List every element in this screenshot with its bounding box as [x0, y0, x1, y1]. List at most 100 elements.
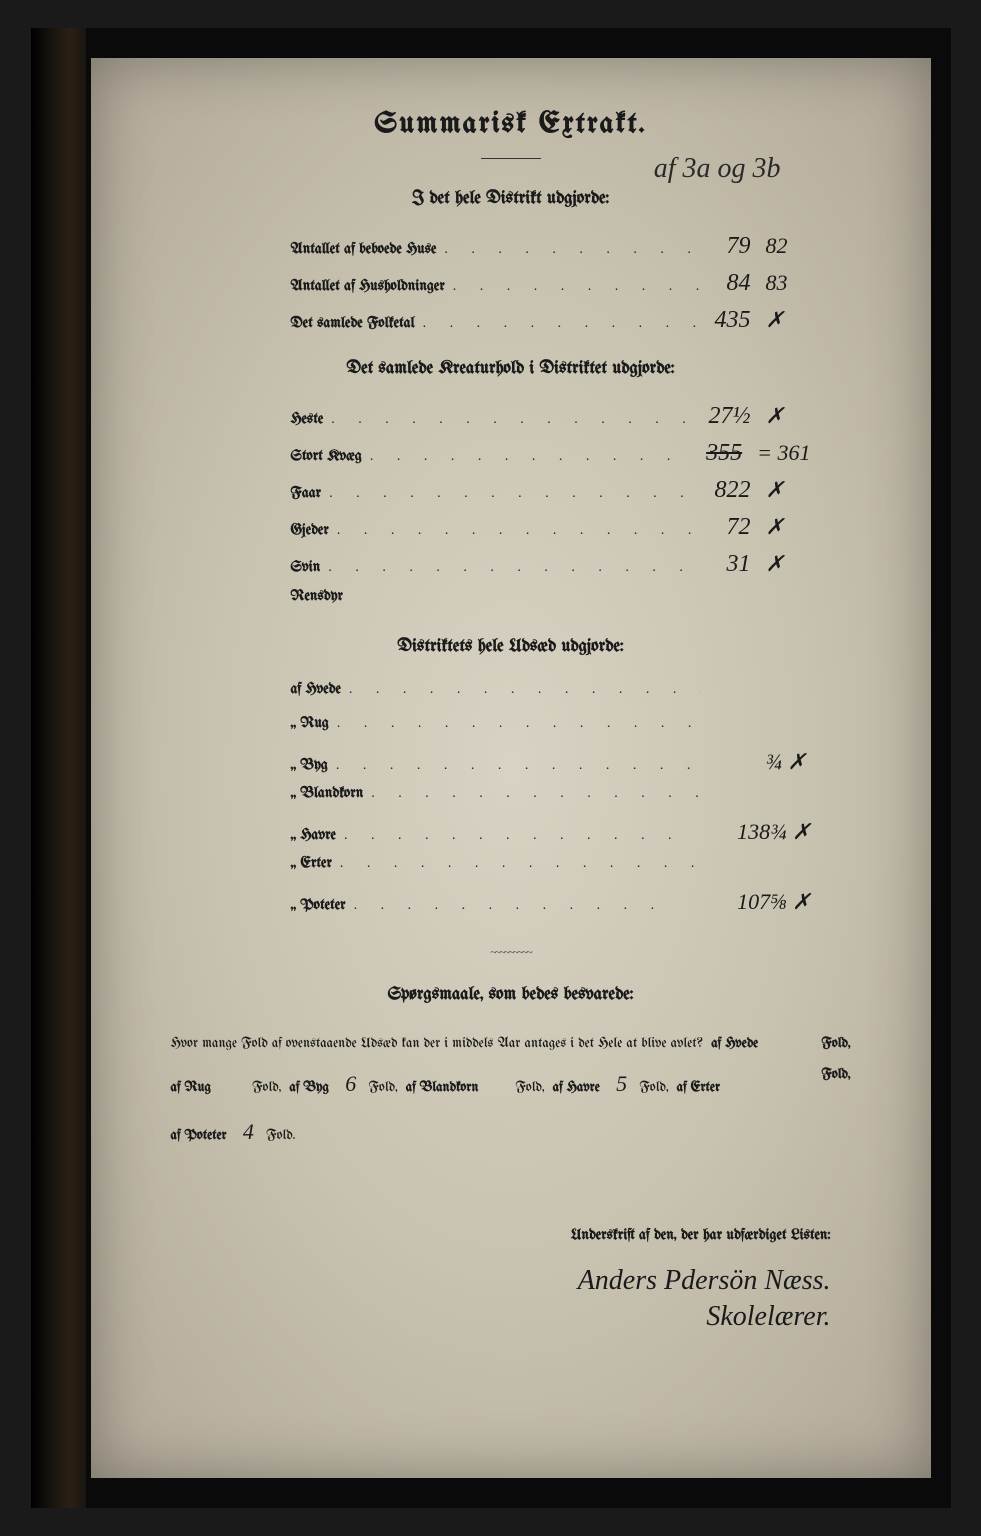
row-goats: Gjeder . . . . . . . . . . . . . . 72 ✗ [291, 514, 811, 541]
section3-data: af Hvede . . . . . . . . . . . . . . „ R… [151, 681, 871, 915]
row-label: Det samlede Folketal [291, 315, 415, 331]
row-label: „ Havre [291, 827, 336, 843]
row-value: 79 [701, 233, 751, 260]
row-label: Heste [291, 411, 324, 427]
row-value2: ✗ [751, 307, 811, 333]
row-value: 27½ [701, 403, 751, 430]
row-value: 355 [692, 440, 742, 467]
document-title: Summarisk Extrakt. [151, 108, 871, 140]
row-value: 822 [701, 477, 751, 504]
scan-frame: Summarisk Extrakt. af 3a og 3b I det hel… [31, 28, 951, 1508]
q-fold-end: Fold. [266, 1128, 295, 1143]
row-label: „ Blandkorn [291, 785, 364, 801]
signature-section: Underskrift af den, der har udfærdiget L… [151, 1227, 871, 1336]
q-blandkorn: af Blandkorn [406, 1080, 479, 1095]
row-label: „ Poteter [291, 897, 346, 913]
row-label: Svin [291, 559, 321, 575]
row-value2: ✗ [751, 403, 811, 429]
leader-dots: . . . . . . . . . . . . . . [323, 412, 700, 428]
row-reindeer: Rensdyr [291, 588, 811, 612]
q-poteter: af Poteter [171, 1128, 227, 1143]
row-value2: ¾ ✗ [751, 749, 811, 775]
q-fold: Fold, [252, 1080, 281, 1095]
q-fold: Fold, [821, 1029, 850, 1060]
leader-dots: . . . . . . . . . . . . . . . [328, 758, 701, 774]
section1-heading: I det hele Distrikt udgjorde: [151, 189, 871, 208]
q-erter: af Erter [677, 1080, 720, 1095]
row-value: 84 [701, 270, 751, 297]
row-wheat: af Hvede . . . . . . . . . . . . . . [291, 681, 811, 705]
top-annotation: af 3a og 3b [654, 153, 781, 185]
row-value2: ✗ [751, 551, 811, 577]
row-value2: 138¾ ✗ [722, 819, 810, 845]
q-fold: Fold, [515, 1080, 544, 1095]
signature-label: Underskrift af den, der har udfærdiget L… [151, 1227, 831, 1243]
row-label: Faar [291, 485, 322, 501]
row-value: 435 [701, 307, 751, 334]
row-label: Rensdyr [291, 588, 343, 604]
q-fold: Fold, [368, 1080, 397, 1095]
q-rug: af Rug [171, 1080, 212, 1095]
row-horses: Heste . . . . . . . . . . . . . . 27½ ✗ [291, 403, 811, 430]
row-label: af Hvede [291, 681, 341, 697]
q-hvede: af Hvede [711, 1036, 758, 1051]
leader-dots: . . . . . . . . . . . . . . [346, 898, 672, 914]
leader-dots: . . . . . . . . . . . . . [363, 786, 700, 802]
row-value2: 83 [751, 270, 811, 296]
row-value2: 107⅝ ✗ [722, 889, 810, 915]
q-poteter-value: 4 [239, 1119, 258, 1144]
q-havre-value: 5 [612, 1071, 631, 1096]
leader-dots: . . . . . . . . . . . . . . [329, 523, 701, 539]
row-oats: „ Havre . . . . . . . . . . . . . . 138¾… [291, 819, 811, 845]
leader-dots: . . . . . . . . . . . . [415, 316, 701, 332]
leader-dots: . . . . . . . . . . . . . . . [321, 486, 700, 502]
row-value2: ✗ [751, 514, 811, 540]
row-cattle: Stort Kvæg . . . . . . . . . . . . . 355… [291, 440, 811, 467]
row-rye: „ Rug . . . . . . . . . . . . . . . [291, 715, 811, 739]
row-label: Antallet af Husholdninger [291, 278, 445, 294]
row-label: Gjeder [291, 522, 329, 538]
leader-dots: . . . . . . . . . . [445, 279, 701, 295]
leader-dots: . . . . . . . . . . . . . . [336, 828, 672, 844]
row-label: Antallet af beboede Huse [291, 241, 437, 257]
leader-dots: . . . . . . . . . . . . . . . [329, 716, 701, 732]
leader-dots: . . . . . . . . . . . . . . . [332, 856, 701, 872]
row-value: 72 [701, 514, 751, 541]
row-barley: „ Byg . . . . . . . . . . . . . . . ¾ ✗ [291, 749, 811, 775]
q-fold: Fold, [821, 1060, 850, 1091]
section3-heading: Distriktets hele Udsæd udgjorde: [151, 637, 871, 656]
row-value: 31 [701, 551, 751, 578]
leader-dots: . . . . . . . . . . . . . [362, 449, 692, 465]
row-value2: 82 [751, 233, 811, 259]
q-byg: af Byg [289, 1080, 329, 1095]
row-households: Antallet af Husholdninger . . . . . . . … [291, 270, 811, 297]
section2-data: Heste . . . . . . . . . . . . . . 27½ ✗ … [151, 403, 871, 612]
question-line-2: af Rug Fold, af Byg 6 Fold, af Blandkorn… [171, 1060, 851, 1108]
wavy-divider: ~~~~~~~~~ [151, 945, 871, 960]
row-label: „ Byg [291, 757, 328, 773]
section1-data: Antallet af beboede Huse . . . . . . . .… [151, 233, 871, 334]
leader-dots: . . . . . . . . . . . . . . . [320, 560, 700, 576]
question-line-3: af Poteter 4 Fold. [171, 1108, 851, 1156]
row-pigs: Svin . . . . . . . . . . . . . . . 31 ✗ [291, 551, 811, 578]
book-binding [31, 28, 86, 1508]
row-peas: „ Erter . . . . . . . . . . . . . . . [291, 855, 811, 879]
row-value2: ✗ [751, 477, 811, 503]
row-potatoes: „ Poteter . . . . . . . . . . . . . . 10… [291, 889, 811, 915]
row-label: Stort Kvæg [291, 448, 362, 464]
leader-dots: . . . . . . . . . . . . . . [341, 682, 701, 698]
signature-name: Anders Pdersön Næss. [151, 1263, 831, 1299]
signature-title: Skolelærer. [151, 1299, 831, 1335]
q-havre: af Havre [553, 1080, 600, 1095]
row-value2: = 361 [742, 440, 810, 466]
q-byg-value: 6 [341, 1071, 360, 1096]
q-fold: Fold, [639, 1080, 668, 1095]
row-label: „ Rug [291, 715, 329, 731]
row-label: „ Erter [291, 855, 332, 871]
document-page: Summarisk Extrakt. af 3a og 3b I det hel… [91, 58, 931, 1478]
row-mixed-grain: „ Blandkorn . . . . . . . . . . . . . [291, 785, 811, 809]
row-population: Det samlede Folketal . . . . . . . . . .… [291, 307, 811, 334]
question-line-1: Hvor mange Fold af ovenstaaende Udsæd ka… [171, 1029, 851, 1060]
questions-heading: Spørgsmaale, som bedes besvarede: [171, 985, 851, 1004]
section2-heading: Det samlede Kreaturhold i Distriktet udg… [151, 359, 871, 378]
